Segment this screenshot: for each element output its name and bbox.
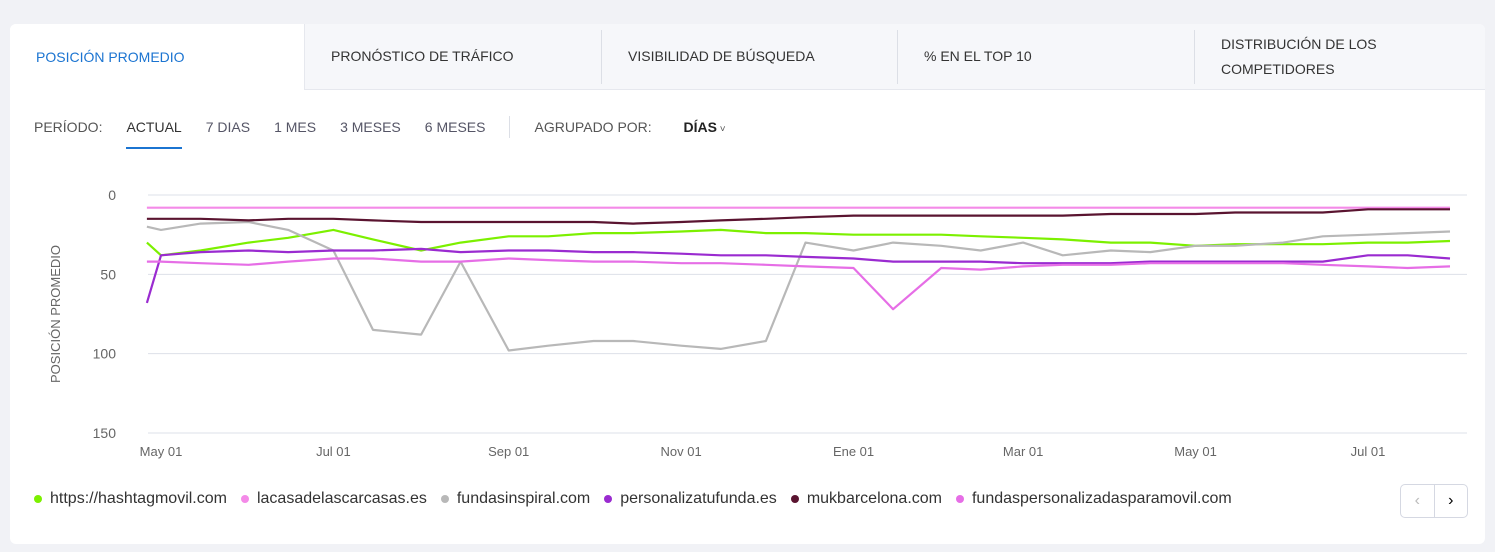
period-option-1m[interactable]: 1 MES — [274, 119, 317, 135]
legend-label: lacasadelascarcasas.es — [256, 490, 427, 507]
tab-bar: POSICIÓN PROMEDIO PRONÓSTICO DE TRÁFICO … — [10, 24, 1485, 90]
x-tick-label: Jul 01 — [316, 444, 351, 459]
series-line-4 — [146, 208, 1450, 225]
legend-label: https://hashtagmovil.com — [50, 490, 227, 507]
x-tick-label: May 01 — [140, 444, 183, 459]
period-selector: PERÍODO: ACTUAL 7 DIAS 1 MES 3 MESES 6 M… — [34, 116, 774, 149]
legend-label: personalizatufunda.es — [620, 490, 777, 507]
chevron-down-icon: ˅ — [716, 124, 726, 135]
series-line-2 — [146, 220, 1451, 352]
x-tick-label: Jul 01 — [1351, 444, 1386, 459]
legend: https://hashtagmovil.com lacasadelascarca… — [34, 490, 1246, 508]
series-line-5 — [146, 257, 1451, 311]
y-tick-label: 50 — [100, 266, 116, 282]
legend-label: mukbarcelona.com — [806, 490, 942, 507]
x-tick-label: Sep 01 — [488, 444, 529, 459]
tab-top10[interactable]: % EN EL TOP 10 — [898, 24, 1195, 90]
group-by-label: AGRUPADO POR: — [534, 119, 652, 135]
legend-label: fundasinspiral.com — [456, 490, 591, 507]
legend-pager: ‹ › — [1400, 484, 1468, 518]
legend-item[interactable]: fundasinspiral.com — [440, 490, 591, 508]
x-tick-label: Nov 01 — [661, 444, 702, 459]
legend-dot-icon — [955, 495, 964, 503]
divider — [509, 116, 511, 138]
legend-item[interactable]: fundaspersonalizadasparamovil.com — [955, 490, 1232, 508]
tab-label: DISTRIBUCIÓN DE LOS COMPETIDORES — [1221, 35, 1377, 77]
legend-dot-icon — [240, 495, 249, 503]
period-option-3m[interactable]: 3 MESES — [340, 119, 401, 135]
position-card: POSICIÓN PROMEDIO PRONÓSTICO DE TRÁFICO … — [10, 24, 1485, 544]
x-tick-label: May 01 — [1174, 444, 1217, 459]
prev-button[interactable]: ‹ — [1401, 485, 1435, 517]
tab-label: PRONÓSTICO DE TRÁFICO — [331, 48, 514, 64]
legend-label: fundaspersonalizadasparamovil.com — [971, 490, 1232, 507]
legend-dot-icon — [790, 495, 799, 503]
y-tick-label: 150 — [93, 425, 117, 441]
tab-average-position[interactable]: POSICIÓN PROMEDIO — [10, 24, 305, 90]
tab-label: VISIBILIDAD DE BÚSQUEDA — [628, 48, 815, 64]
y-axis-label: POSICIÓN PROMEDIO — [48, 245, 63, 383]
tab-label: POSICIÓN PROMEDIO — [36, 48, 185, 65]
tab-traffic-forecast[interactable]: PRONÓSTICO DE TRÁFICO — [305, 24, 602, 90]
legend-dot-icon — [604, 495, 613, 503]
period-option-actual[interactable]: ACTUAL — [126, 119, 182, 149]
legend-item[interactable]: mukbarcelona.com — [790, 490, 942, 508]
tab-search-visibility[interactable]: VISIBILIDAD DE BÚSQUEDA — [602, 24, 898, 90]
legend-item[interactable]: personalizatufunda.es — [604, 490, 777, 508]
next-button[interactable]: › — [1448, 492, 1454, 509]
period-option-7d[interactable]: 7 DIAS — [205, 119, 251, 135]
x-tick-label: Ene 01 — [833, 444, 874, 459]
legend-item[interactable]: https://hashtagmovil.com — [34, 490, 227, 508]
tab-competitor-distribution[interactable]: DISTRIBUCIÓN DE LOS COMPETIDORES — [1195, 24, 1485, 90]
tab-label: % EN EL TOP 10 — [924, 48, 1032, 64]
period-option-6m[interactable]: 6 MESES — [424, 119, 486, 135]
group-by-value: DÍAS — [683, 119, 717, 135]
period-label: PERÍODO: — [34, 119, 103, 135]
legend-dot-icon — [34, 495, 42, 503]
series-line-3 — [145, 247, 1451, 304]
x-tick-label: Mar 01 — [1003, 444, 1043, 459]
y-tick-label: 100 — [93, 346, 117, 362]
legend-item[interactable]: lacasadelascarcasas.es — [240, 490, 427, 508]
series-line-0 — [146, 228, 1451, 257]
group-by-dropdown[interactable]: AGRUPADO POR: DÍAS ˅ — [534, 119, 749, 135]
legend-dot-icon — [440, 495, 449, 503]
y-tick-label: 0 — [108, 187, 116, 203]
